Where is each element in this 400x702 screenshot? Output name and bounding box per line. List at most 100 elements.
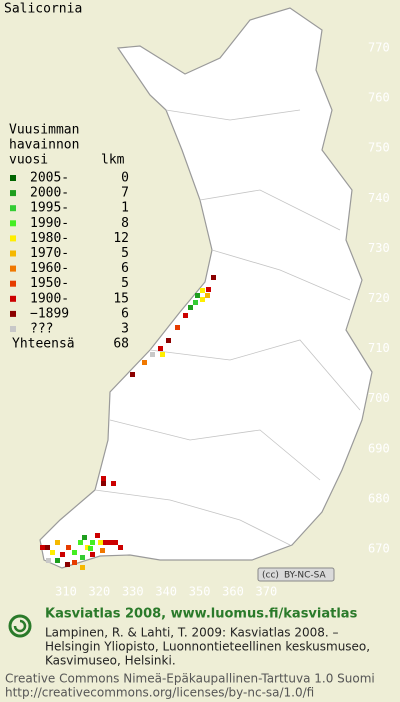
dot bbox=[80, 565, 85, 570]
legend-label: 1990- bbox=[30, 216, 69, 231]
footer-citation: Kasvimuseo, Helsinki. bbox=[45, 654, 176, 668]
legend-label: −1899 bbox=[30, 306, 69, 321]
legend-label: 1950- bbox=[30, 276, 69, 291]
dot bbox=[90, 552, 95, 557]
legend-heading: Vuusimman bbox=[9, 123, 79, 138]
legend-count: 5 bbox=[121, 246, 129, 261]
legend-count: 5 bbox=[121, 276, 129, 291]
dot bbox=[200, 297, 205, 302]
dot bbox=[183, 313, 188, 318]
dot bbox=[95, 533, 100, 538]
dot bbox=[65, 562, 70, 567]
legend-column: vuosi bbox=[9, 153, 48, 168]
dot bbox=[175, 325, 180, 330]
grid-x-label: 330 bbox=[122, 585, 144, 599]
grid-x-label: 370 bbox=[256, 585, 278, 599]
dot bbox=[200, 288, 205, 293]
dot bbox=[80, 555, 85, 560]
grid-y-label: 740 bbox=[368, 191, 390, 205]
dot bbox=[166, 338, 171, 343]
legend-swatch bbox=[10, 280, 16, 287]
legend-label: 1995- bbox=[30, 201, 69, 216]
legend-count: 6 bbox=[121, 306, 129, 321]
dot bbox=[111, 481, 116, 486]
footer-headline: Kasviatlas 2008, www.luomus.fi/kasviatla… bbox=[45, 607, 358, 622]
dot bbox=[150, 352, 155, 357]
dot bbox=[206, 287, 211, 292]
province-borders bbox=[94, 109, 361, 546]
dot bbox=[188, 305, 193, 310]
dot bbox=[72, 560, 77, 565]
legend-swatch bbox=[10, 265, 16, 272]
cc-mark: (cc) bbox=[262, 571, 279, 581]
legend-swatch bbox=[10, 235, 16, 242]
legend-label: 1980- bbox=[30, 231, 69, 246]
grid-x-label: 310 bbox=[55, 585, 77, 599]
grid-y-label: 760 bbox=[368, 91, 390, 105]
grid-x-label: 340 bbox=[155, 585, 177, 599]
cc-license: BY-NC-SA bbox=[284, 571, 327, 581]
grid-y-label: 730 bbox=[368, 241, 390, 255]
grid-y-label: 690 bbox=[368, 441, 390, 455]
legend-label: ??? bbox=[30, 322, 53, 337]
legend-label: 1970- bbox=[30, 246, 69, 261]
dot bbox=[55, 558, 60, 563]
dot bbox=[46, 558, 51, 563]
dot bbox=[160, 352, 165, 357]
dot bbox=[195, 293, 200, 298]
dot bbox=[118, 545, 123, 550]
dot bbox=[82, 535, 87, 540]
grid-y-label: 710 bbox=[368, 341, 390, 355]
legend-count: 7 bbox=[121, 186, 129, 201]
dot bbox=[101, 481, 106, 486]
footer-license: Creative Commons Nimeä-Epäkaupallinen-Ta… bbox=[5, 672, 375, 686]
dot bbox=[142, 360, 147, 365]
dot bbox=[40, 545, 45, 550]
grid-y-label: 670 bbox=[368, 542, 390, 556]
grid-y-label: 700 bbox=[368, 391, 390, 405]
legend-count: 0 bbox=[121, 171, 129, 186]
legend-heading: havainnon bbox=[9, 138, 79, 153]
dot bbox=[88, 546, 93, 551]
legend-total-label: Yhteensä bbox=[12, 337, 75, 352]
legend-swatch bbox=[10, 310, 16, 317]
dot bbox=[60, 552, 65, 557]
grid-y-label: 770 bbox=[368, 41, 390, 55]
legend-swatch bbox=[10, 205, 16, 212]
dot bbox=[205, 293, 210, 298]
legend-count: 15 bbox=[113, 291, 129, 306]
dot bbox=[108, 540, 113, 545]
legend-swatch bbox=[10, 326, 16, 332]
dot bbox=[55, 540, 60, 545]
dot bbox=[193, 300, 198, 305]
footer-citation: Helsingin Yliopisto, Luonnontieteellinen… bbox=[45, 640, 370, 654]
legend-swatch bbox=[10, 175, 16, 181]
logo bbox=[8, 614, 32, 638]
legend-label: 1960- bbox=[30, 261, 69, 276]
dot bbox=[90, 540, 95, 545]
legend-swatch bbox=[10, 190, 16, 197]
grid-x-label: 320 bbox=[89, 585, 111, 599]
grid-y-label: 720 bbox=[368, 291, 390, 305]
legend-swatch bbox=[10, 295, 16, 302]
footer-citation: Lampinen, R. & Lahti, T. 2009: Kasviatla… bbox=[45, 626, 339, 640]
dot bbox=[85, 545, 90, 550]
legend-count: 8 bbox=[121, 216, 129, 231]
dot bbox=[78, 540, 83, 545]
legend-swatch bbox=[10, 250, 16, 257]
dot bbox=[113, 540, 118, 545]
grid-x-label: 360 bbox=[222, 585, 244, 599]
dot bbox=[50, 550, 55, 555]
legend-count: 3 bbox=[121, 322, 129, 337]
legend-count: 12 bbox=[113, 231, 129, 246]
grid-y-label: 750 bbox=[368, 141, 390, 155]
legend-label: 2005- bbox=[30, 171, 69, 186]
dot bbox=[66, 545, 71, 550]
legend-swatch bbox=[10, 220, 16, 227]
cc-badge bbox=[257, 567, 335, 582]
dot bbox=[100, 548, 105, 553]
grid-y-label: 680 bbox=[368, 491, 390, 505]
species-title: Salicornia bbox=[4, 2, 82, 17]
